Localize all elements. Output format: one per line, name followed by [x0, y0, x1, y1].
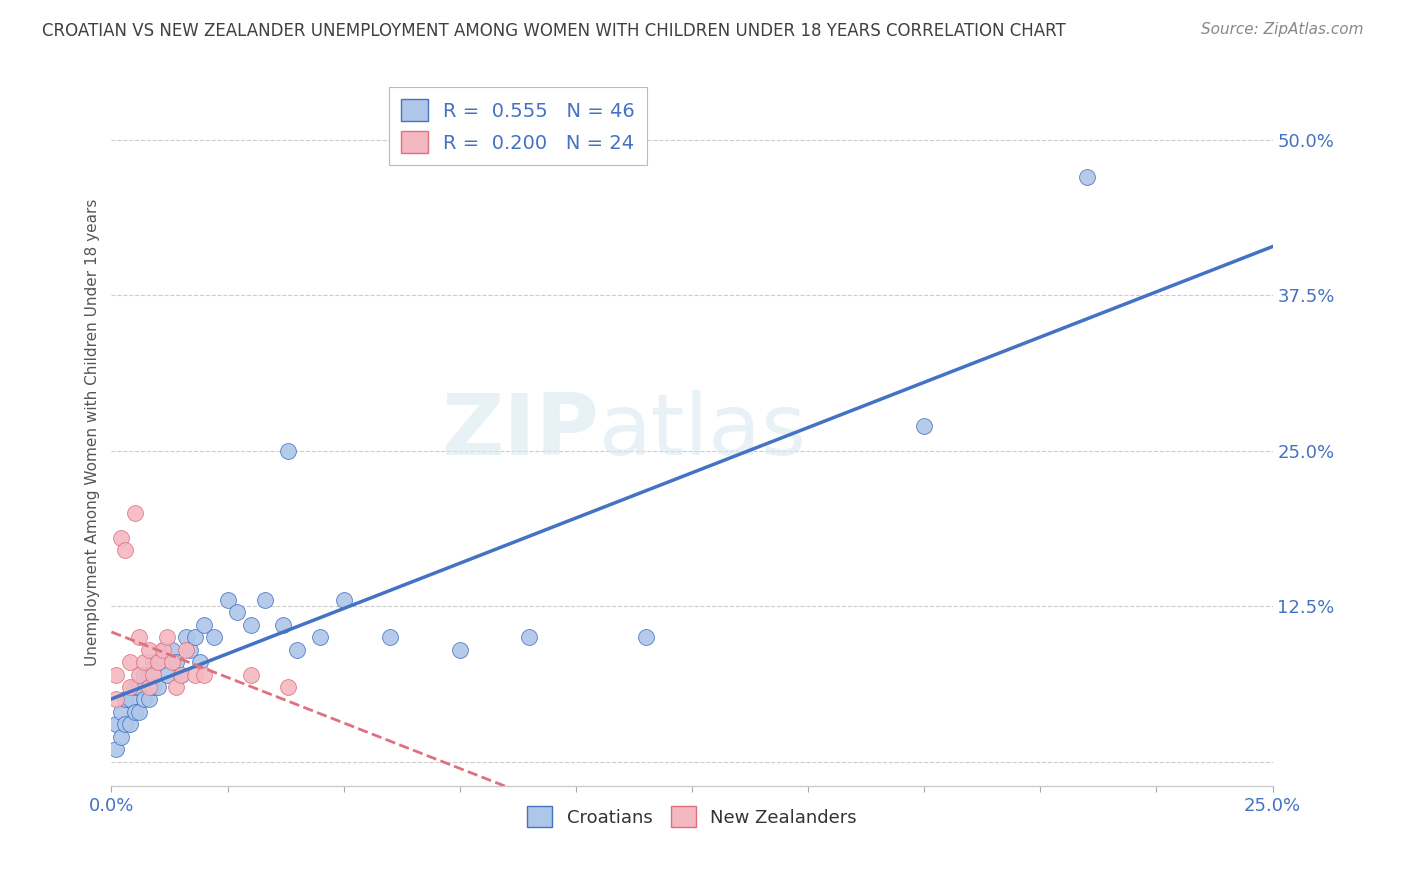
Point	[105, 692, 128, 706]
Point	[217, 593, 239, 607]
Point	[142, 655, 165, 669]
Point	[118, 717, 141, 731]
Point	[174, 630, 197, 644]
Point	[170, 667, 193, 681]
Point	[110, 705, 132, 719]
Text: ZIP: ZIP	[441, 391, 599, 474]
Point	[156, 667, 179, 681]
Point	[271, 617, 294, 632]
Point	[253, 593, 276, 607]
Point	[146, 680, 169, 694]
Point	[118, 692, 141, 706]
Point	[277, 443, 299, 458]
Point	[128, 680, 150, 694]
Point	[110, 531, 132, 545]
Point	[114, 717, 136, 731]
Point	[124, 680, 146, 694]
Point	[634, 630, 657, 644]
Point	[152, 642, 174, 657]
Point	[124, 506, 146, 520]
Point	[309, 630, 332, 644]
Point	[128, 667, 150, 681]
Point	[160, 655, 183, 669]
Point	[124, 705, 146, 719]
Point	[174, 642, 197, 657]
Point	[193, 617, 215, 632]
Point	[239, 617, 262, 632]
Point	[156, 630, 179, 644]
Point	[114, 543, 136, 558]
Point	[132, 692, 155, 706]
Point	[118, 655, 141, 669]
Point	[138, 692, 160, 706]
Point	[285, 642, 308, 657]
Point	[277, 680, 299, 694]
Point	[146, 655, 169, 669]
Point	[519, 630, 541, 644]
Point	[146, 655, 169, 669]
Point	[128, 705, 150, 719]
Point	[449, 642, 471, 657]
Point	[193, 667, 215, 681]
Point	[132, 655, 155, 669]
Point	[152, 642, 174, 657]
Point	[239, 667, 262, 681]
Point	[912, 418, 935, 433]
Point	[184, 667, 207, 681]
Point	[184, 630, 207, 644]
Point	[105, 742, 128, 756]
Point	[170, 667, 193, 681]
Text: CROATIAN VS NEW ZEALANDER UNEMPLOYMENT AMONG WOMEN WITH CHILDREN UNDER 18 YEARS : CROATIAN VS NEW ZEALANDER UNEMPLOYMENT A…	[42, 22, 1066, 40]
Point	[165, 680, 187, 694]
Point	[165, 655, 187, 669]
Point	[160, 642, 183, 657]
Point	[378, 630, 401, 644]
Point	[105, 717, 128, 731]
Point	[118, 680, 141, 694]
Legend: Croatians, New Zealanders: Croatians, New Zealanders	[520, 799, 865, 834]
Point	[138, 642, 160, 657]
Point	[188, 655, 211, 669]
Point	[202, 630, 225, 644]
Point	[332, 593, 354, 607]
Point	[105, 667, 128, 681]
Text: atlas: atlas	[599, 391, 807, 474]
Point	[225, 605, 247, 619]
Point	[114, 692, 136, 706]
Y-axis label: Unemployment Among Women with Children Under 18 years: Unemployment Among Women with Children U…	[86, 198, 100, 665]
Point	[1076, 169, 1098, 184]
Point	[142, 667, 165, 681]
Point	[128, 630, 150, 644]
Text: Source: ZipAtlas.com: Source: ZipAtlas.com	[1201, 22, 1364, 37]
Point	[142, 680, 165, 694]
Point	[132, 667, 155, 681]
Point	[110, 730, 132, 744]
Point	[179, 642, 201, 657]
Point	[138, 667, 160, 681]
Point	[138, 680, 160, 694]
